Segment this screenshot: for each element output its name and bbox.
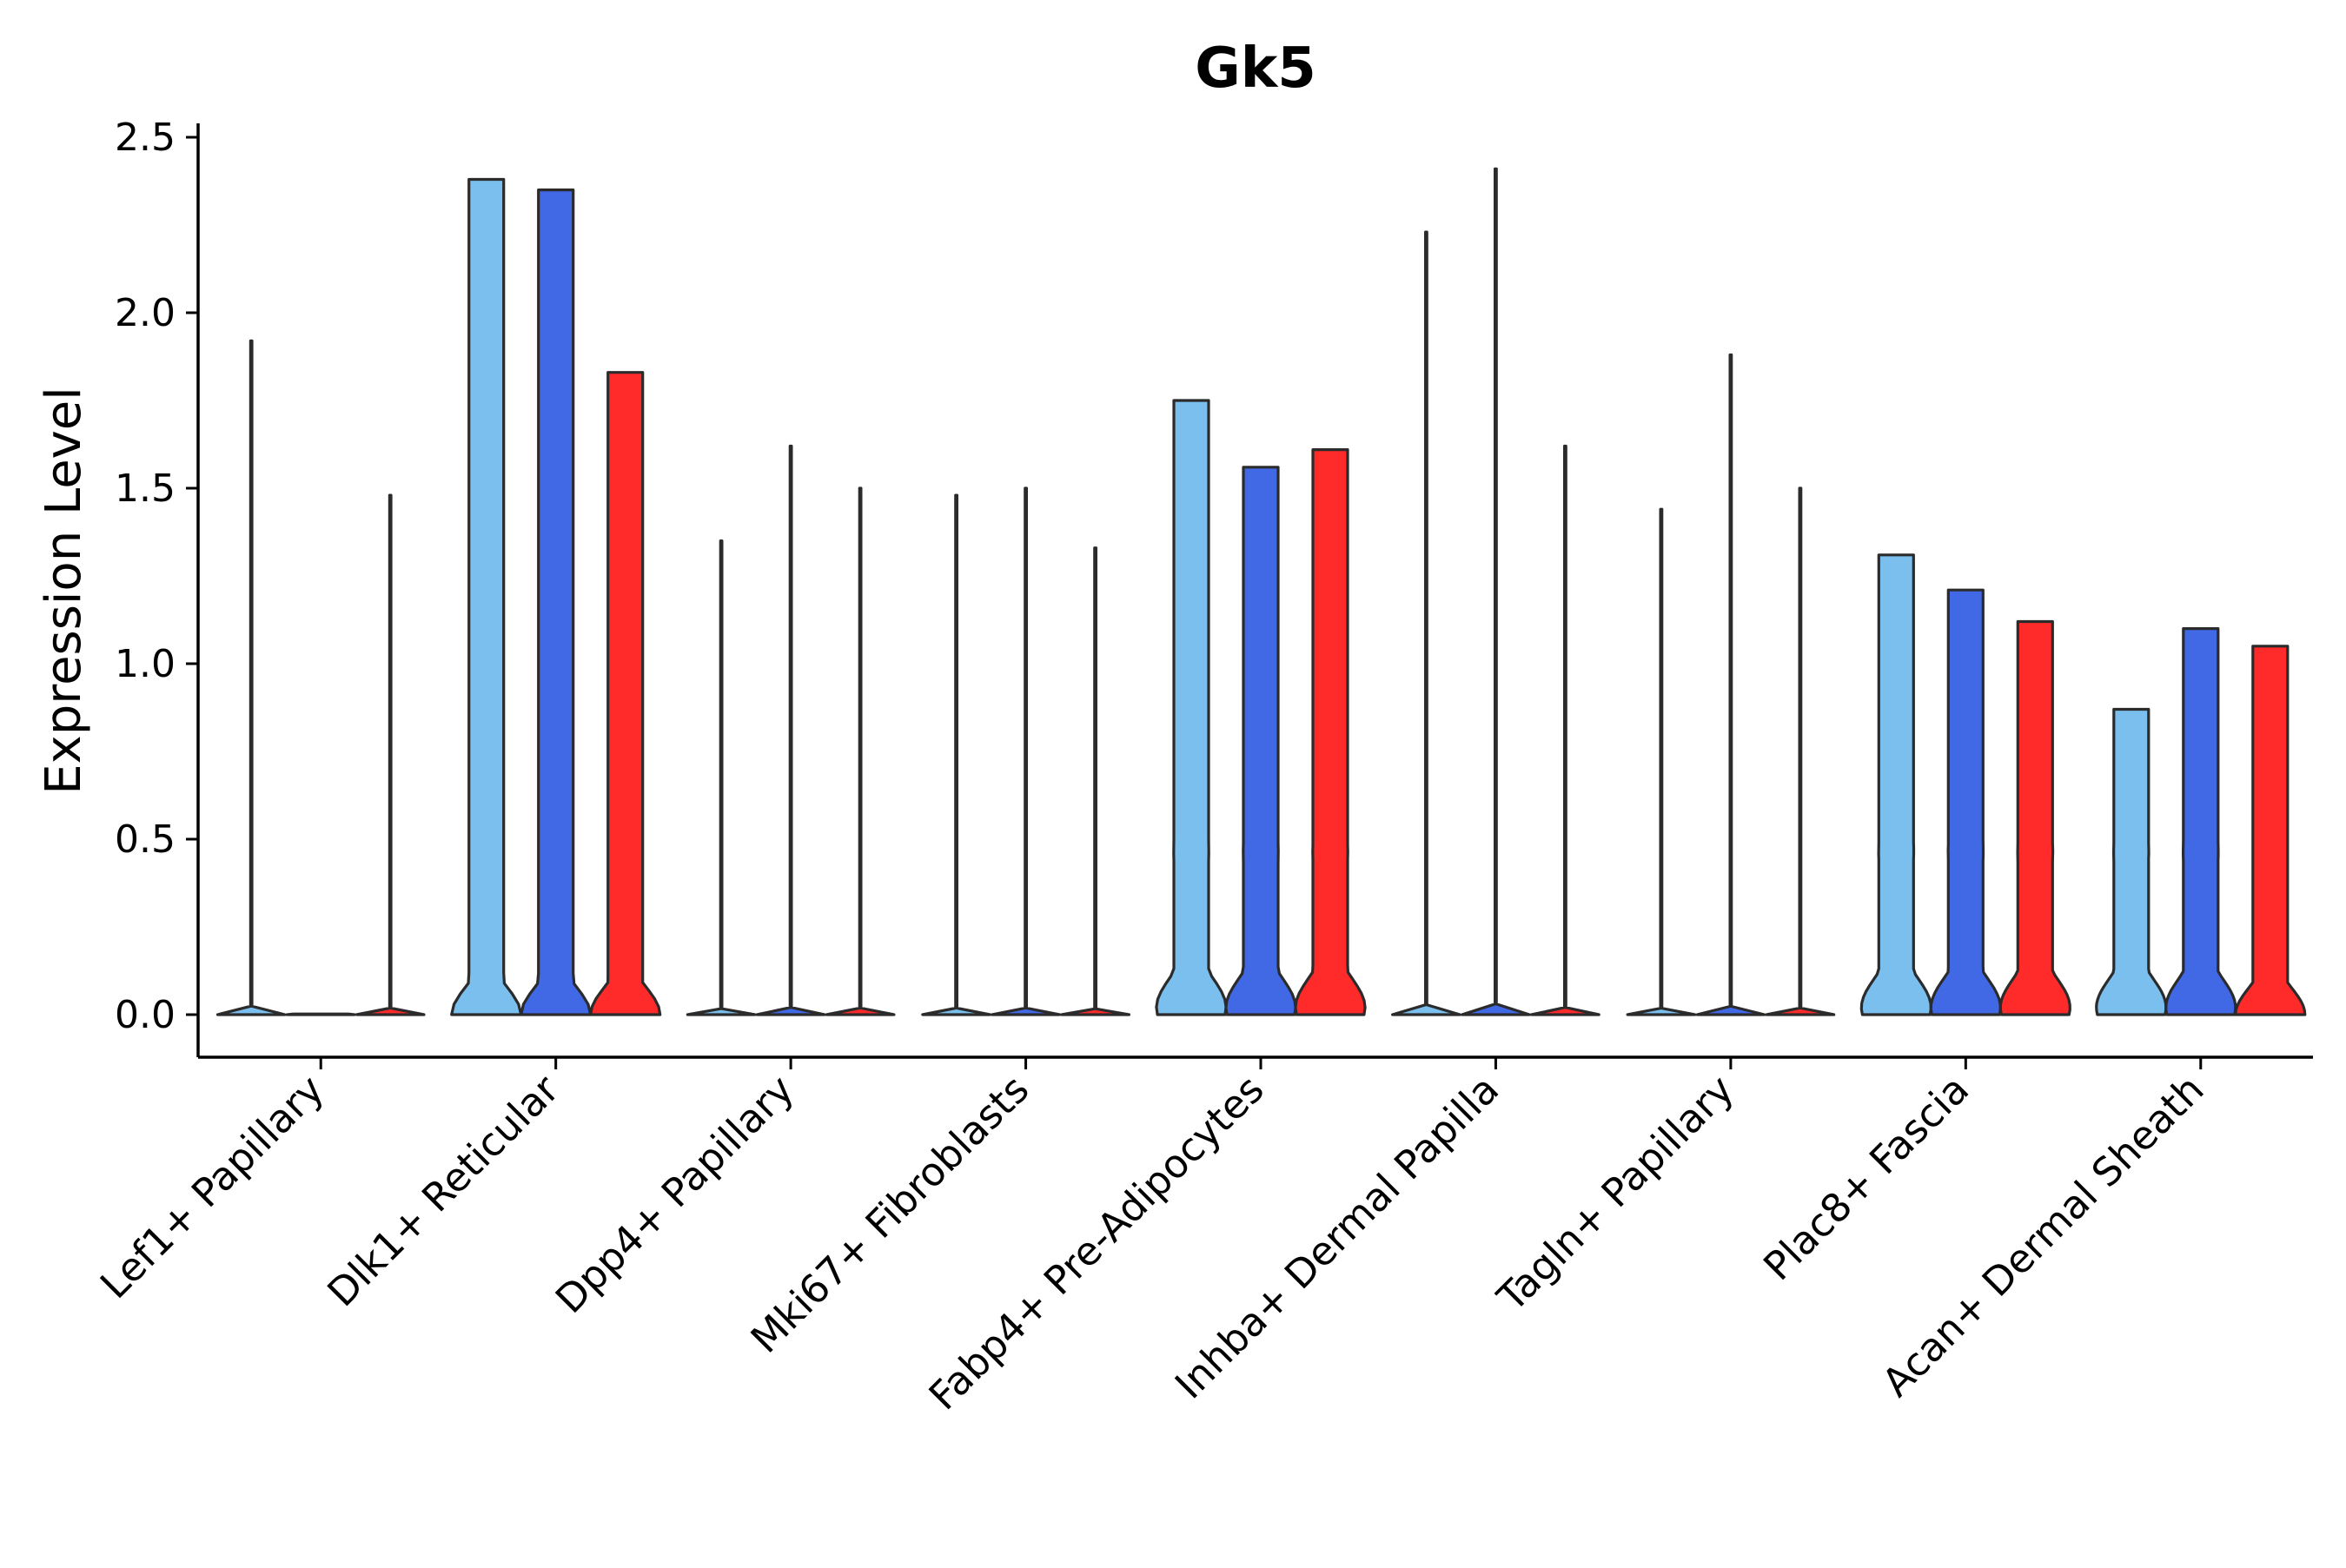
violin-6-1 xyxy=(1391,230,1461,1016)
y-tick-label: 1.5 xyxy=(115,466,176,511)
violin-5-3 xyxy=(1294,448,1367,1016)
x-tick-label: Dlk1+ Reticular xyxy=(319,1066,568,1315)
violin-8-3 xyxy=(1998,619,2071,1016)
violin-2-2 xyxy=(520,189,593,1016)
violin-1-3 xyxy=(355,493,426,1016)
chart-title: Gk5 xyxy=(1195,36,1316,101)
violin-2-1 xyxy=(450,177,523,1016)
violin-5-2 xyxy=(1224,466,1297,1016)
y-tick-label: 1.0 xyxy=(115,642,176,686)
x-tick-label: Lef1+ Papillary xyxy=(91,1066,333,1307)
violin-7-2 xyxy=(1695,353,1766,1016)
violins xyxy=(215,167,2307,1016)
y-tick-label: 2.5 xyxy=(115,116,176,160)
y-tick-label: 0.0 xyxy=(115,993,176,1037)
violin-4-3 xyxy=(1060,546,1130,1016)
violin-8-2 xyxy=(1929,588,2002,1016)
violin-9-2 xyxy=(2164,627,2237,1016)
x-tick-label: Tagln+ Papillary xyxy=(1488,1066,1742,1320)
violin-6-2 xyxy=(1461,167,1531,1016)
violin-1-1 xyxy=(215,339,287,1016)
violin-4-1 xyxy=(921,493,991,1016)
violin-5-1 xyxy=(1155,399,1228,1016)
violin-1-2 xyxy=(285,1012,356,1016)
violin-9-3 xyxy=(2234,645,2307,1016)
violin-7-1 xyxy=(1626,507,1697,1016)
y-tick-label: 0.5 xyxy=(115,817,176,862)
violin-3-2 xyxy=(755,444,826,1016)
y-axis-label: Expression Level xyxy=(36,387,92,795)
x-tick-label: Plac8+ Fascia xyxy=(1754,1066,1978,1289)
violin-3-3 xyxy=(825,486,896,1016)
violin-2-3 xyxy=(589,371,662,1016)
violin-8-1 xyxy=(1859,553,1932,1016)
x-tick-label: Dpp4+ Papillary xyxy=(547,1066,803,1322)
y-tick-label: 2.0 xyxy=(115,291,176,335)
violin-6-3 xyxy=(1530,444,1600,1016)
violin-7-3 xyxy=(1765,486,1836,1016)
violin-3-1 xyxy=(686,539,757,1016)
violin-4-2 xyxy=(991,486,1061,1016)
violin-9-1 xyxy=(2095,707,2168,1016)
